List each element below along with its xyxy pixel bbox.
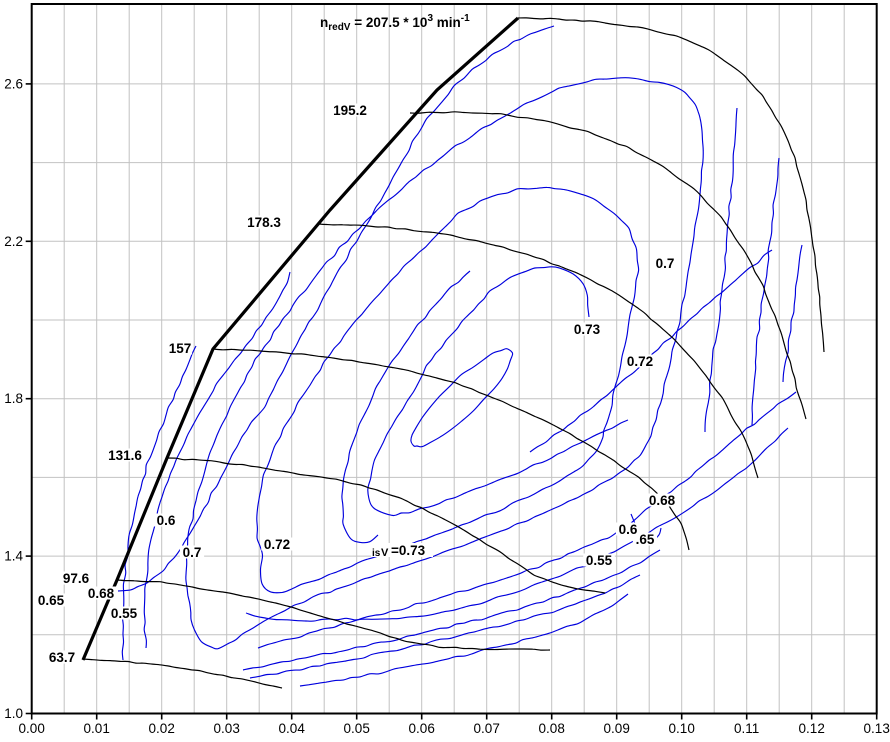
svg-text:63.7: 63.7 [49,650,75,665]
svg-text:0.65: 0.65 [38,593,65,608]
svg-text:=0.73: =0.73 [391,543,426,558]
svg-text:2.6: 2.6 [4,76,23,91]
svg-text:0.68: 0.68 [649,493,676,508]
svg-text:0.06: 0.06 [409,721,435,736]
svg-text:157: 157 [169,341,192,356]
svg-text:0.09: 0.09 [604,721,630,736]
svg-text:nredV = 207.5 * 103 min-1: nredV = 207.5 * 103 min-1 [320,13,470,33]
svg-text:V: V [381,547,389,559]
svg-text:0.55: 0.55 [111,606,138,621]
svg-text:1.4: 1.4 [4,549,23,564]
svg-text:0.08: 0.08 [539,721,565,736]
svg-text:2.2: 2.2 [4,234,23,249]
svg-text:97.6: 97.6 [63,571,90,586]
svg-text:178.3: 178.3 [247,215,281,230]
svg-text:0.13: 0.13 [864,721,890,736]
svg-text:131.6: 131.6 [108,448,142,463]
svg-text:0.12: 0.12 [799,721,825,736]
svg-text:1.0: 1.0 [4,706,23,721]
svg-text:0.03: 0.03 [214,721,240,736]
svg-text:0.7: 0.7 [656,256,675,271]
svg-text:0.68: 0.68 [88,586,115,601]
svg-text:0.72: 0.72 [264,537,290,552]
svg-text:0.55: 0.55 [586,553,613,568]
svg-text:0.10: 0.10 [669,721,695,736]
svg-text:0.72: 0.72 [627,354,653,369]
svg-text:0.00: 0.00 [19,721,45,736]
svg-text:is: is [372,548,381,559]
svg-text:0.04: 0.04 [279,721,306,736]
svg-text:0.01: 0.01 [84,721,110,736]
svg-text:0.11: 0.11 [734,721,759,736]
svg-text:1.8: 1.8 [4,391,23,406]
svg-text:.65: .65 [636,532,655,547]
svg-text:195.2: 195.2 [333,103,367,118]
svg-text:0.7: 0.7 [183,545,202,560]
svg-text:0.73: 0.73 [574,322,601,337]
svg-text:0.07: 0.07 [474,721,500,736]
svg-text:0.02: 0.02 [149,721,175,736]
svg-text:0.6: 0.6 [619,522,638,537]
svg-text:0.05: 0.05 [344,721,370,736]
svg-text:0.6: 0.6 [157,513,176,528]
